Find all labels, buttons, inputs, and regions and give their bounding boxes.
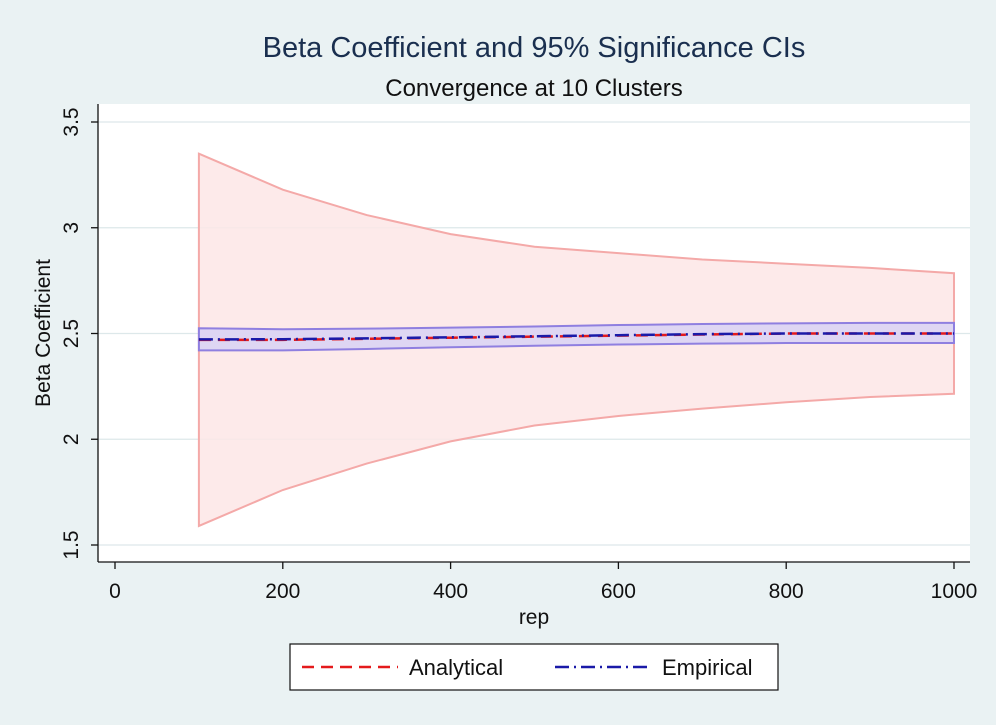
y-tick-label: 1.5: [60, 530, 83, 559]
y-axis-ticks: 1.5 2 2.5 3 3.5: [60, 107, 98, 560]
x-tick-label: 1000: [931, 580, 978, 603]
y-axis-label: Beta Coefficient: [32, 259, 55, 407]
legend-box: [289, 643, 779, 691]
y-tick-label: 2: [60, 433, 83, 445]
legend-label-analytical: Analytical: [409, 655, 503, 680]
series-line-empirical: [198, 332, 954, 341]
x-tick-label: 200: [265, 580, 300, 603]
legend-label-empirical: Empirical: [662, 655, 752, 680]
x-axis-label: rep: [519, 606, 549, 629]
y-tick-label: 2.5: [60, 319, 83, 348]
legend: Analytical Empirical: [289, 643, 779, 691]
y-tick-label: 3: [60, 222, 83, 234]
x-tick-label: 400: [433, 580, 468, 603]
x-axis-ticks: 0 200 400 600 800 1000: [109, 562, 977, 603]
chart-title: Beta Coefficient and 95% Significance CI…: [263, 32, 806, 64]
series-lines: [198, 332, 954, 342]
y-tick-label: 3.5: [60, 107, 83, 136]
x-tick-label: 0: [109, 580, 121, 603]
x-tick-label: 800: [769, 580, 804, 603]
x-tick-label: 600: [601, 580, 636, 603]
chart-subtitle: Convergence at 10 Clusters: [385, 75, 683, 102]
